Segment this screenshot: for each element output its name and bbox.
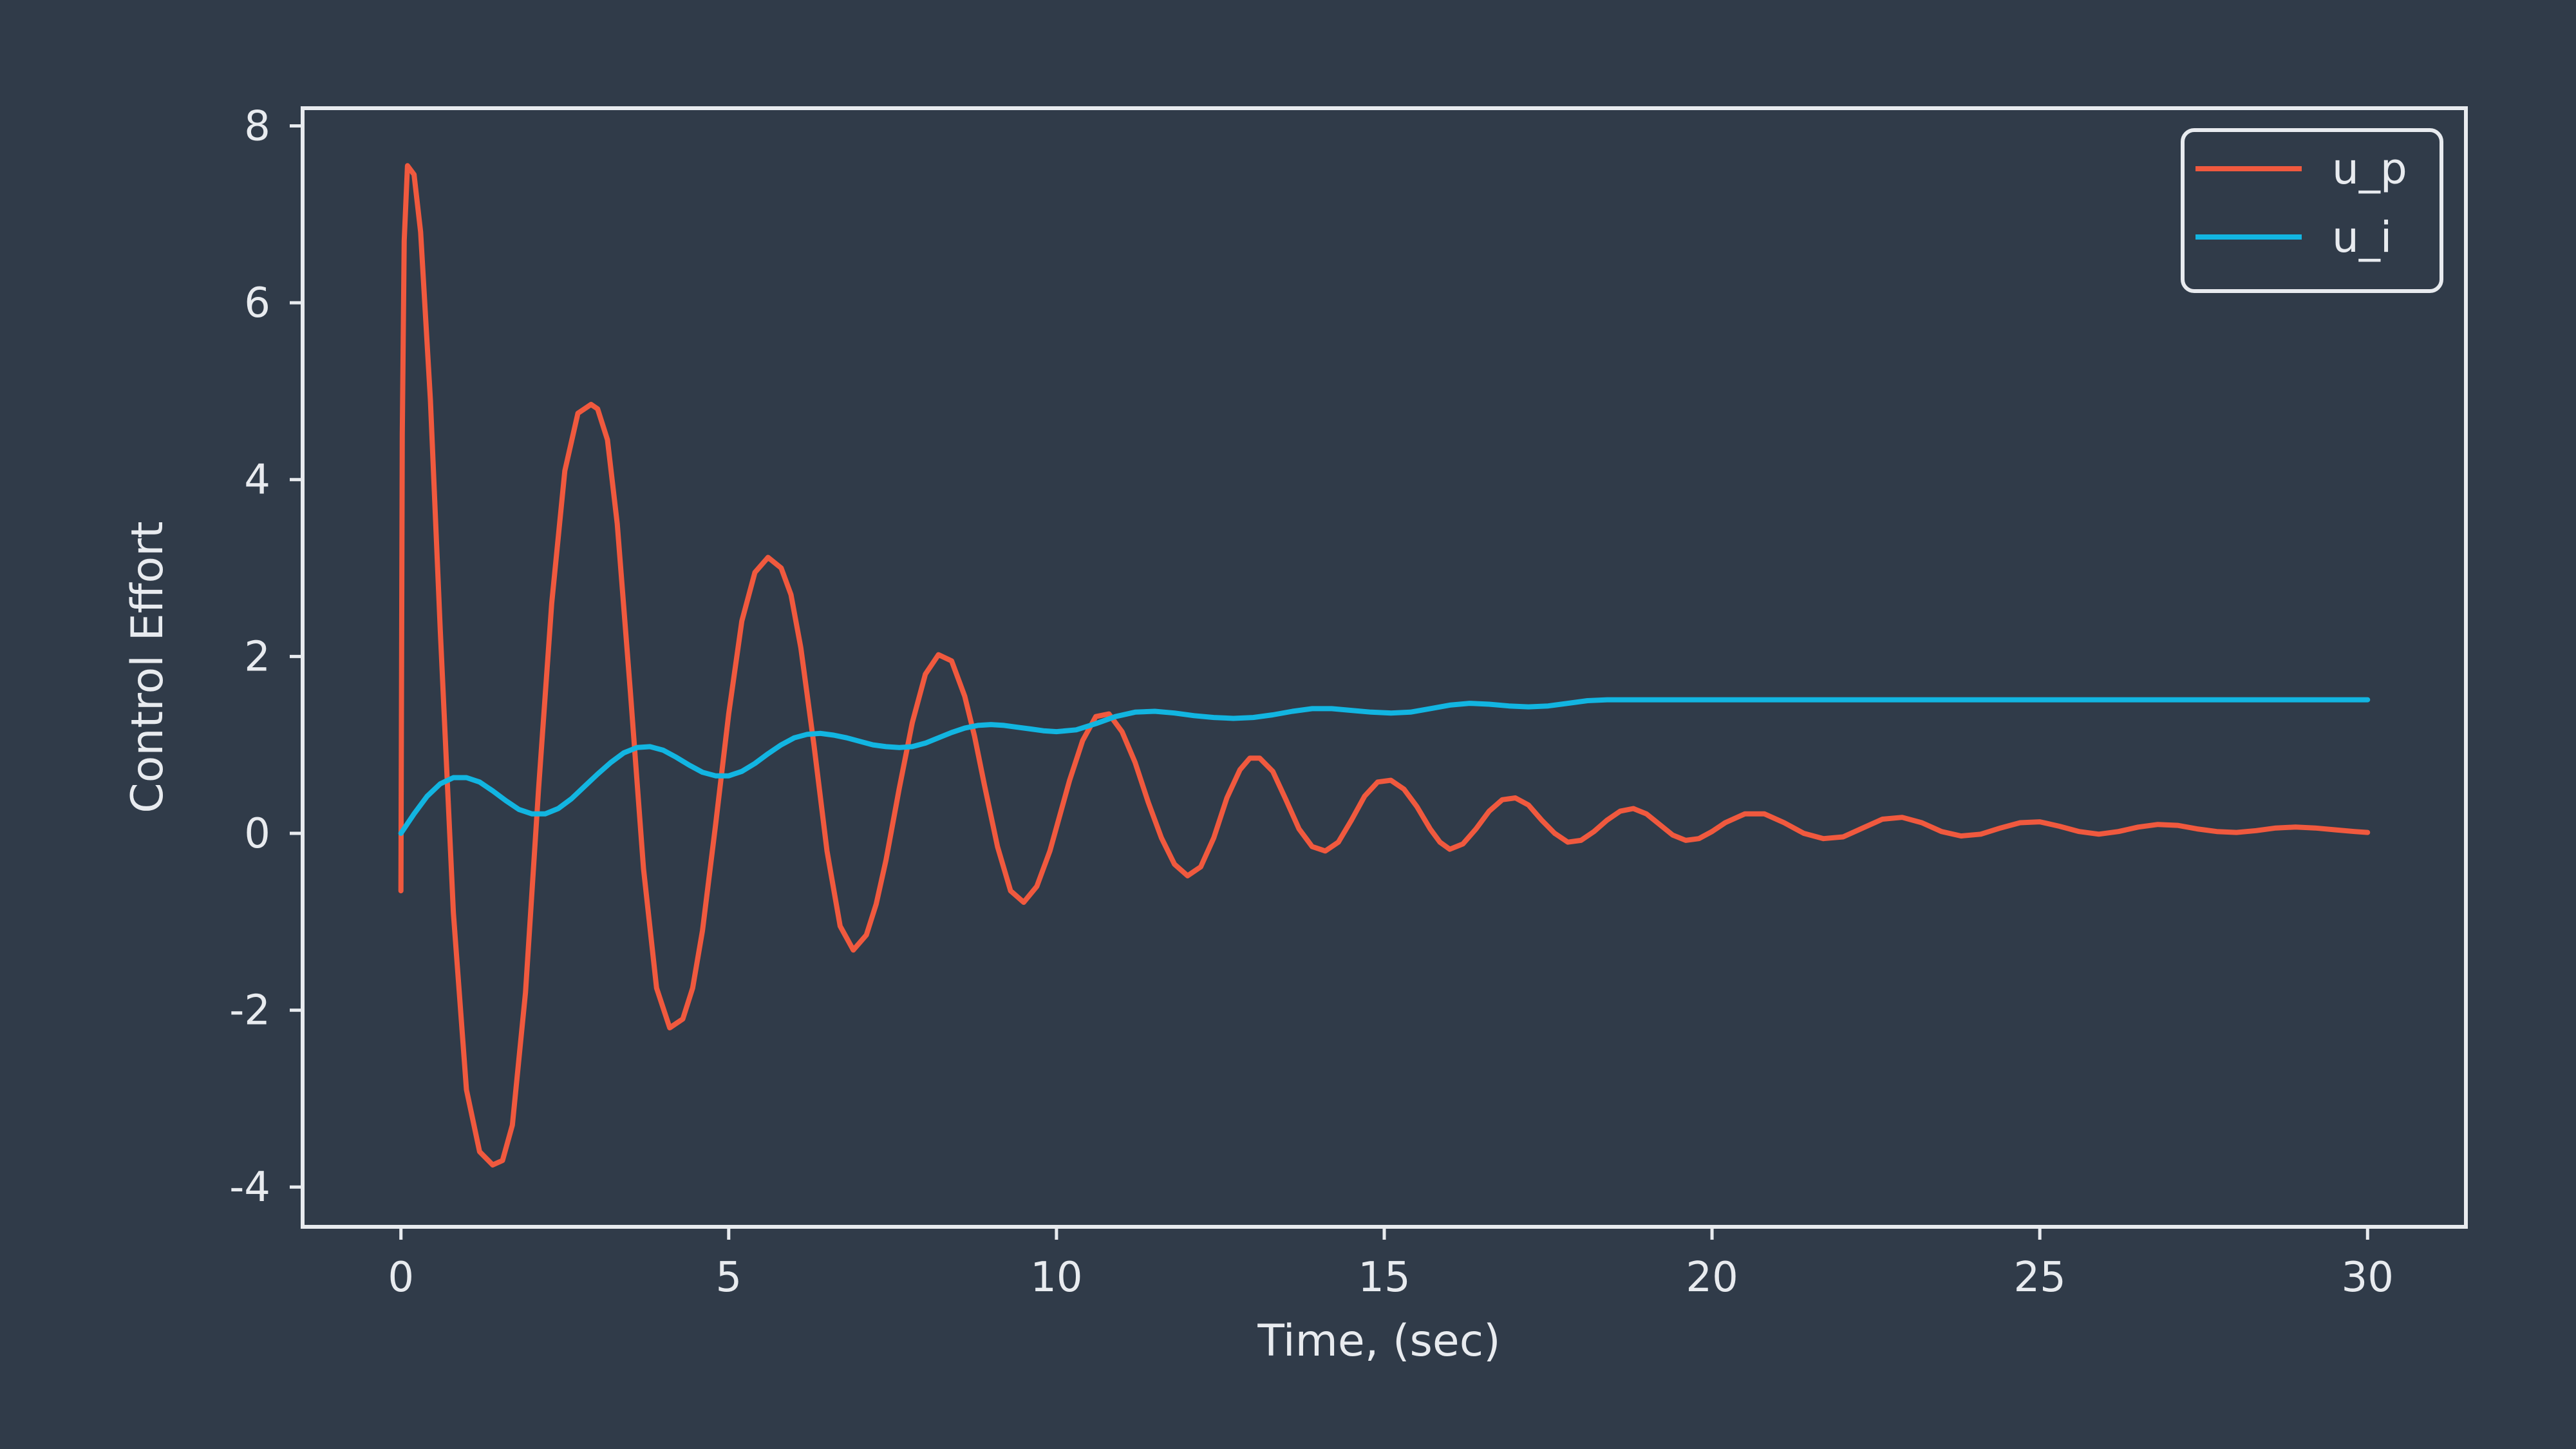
plot-area xyxy=(398,163,2371,1168)
y-tick-label: -4 xyxy=(229,1164,270,1211)
y-axis: -4 -2 0 2 4 6 8 xyxy=(229,102,303,1211)
y-tick-label: 2 xyxy=(244,633,270,681)
legend-label-u-i: u_i xyxy=(2332,213,2392,262)
x-tick-label: 30 xyxy=(2342,1254,2394,1302)
y-tick-label: -2 xyxy=(229,987,270,1035)
y-tick-label: 0 xyxy=(244,810,270,858)
x-tick-label: 5 xyxy=(715,1254,742,1302)
x-tick-label: 20 xyxy=(1686,1254,1738,1302)
x-tick-label: 10 xyxy=(1030,1254,1082,1302)
x-axis-label: Time, (sec) xyxy=(1257,1316,1500,1367)
x-tick-label: 25 xyxy=(2013,1254,2065,1302)
x-tick-label: 0 xyxy=(388,1254,414,1302)
legend: u_p u_i xyxy=(2181,128,2443,293)
y-tick-label: 6 xyxy=(244,279,270,327)
y-tick-label: 4 xyxy=(244,457,270,504)
legend-label-u-p: u_p xyxy=(2332,144,2407,194)
series-line-u-i xyxy=(398,697,2371,836)
x-tick-label: 15 xyxy=(1358,1254,1410,1302)
series-line-u-p xyxy=(398,163,2371,1168)
x-axis: 0 5 10 15 20 25 30 xyxy=(388,1227,2394,1302)
y-axis-label: Control Effort xyxy=(122,521,173,813)
y-tick-label: 8 xyxy=(244,102,270,150)
